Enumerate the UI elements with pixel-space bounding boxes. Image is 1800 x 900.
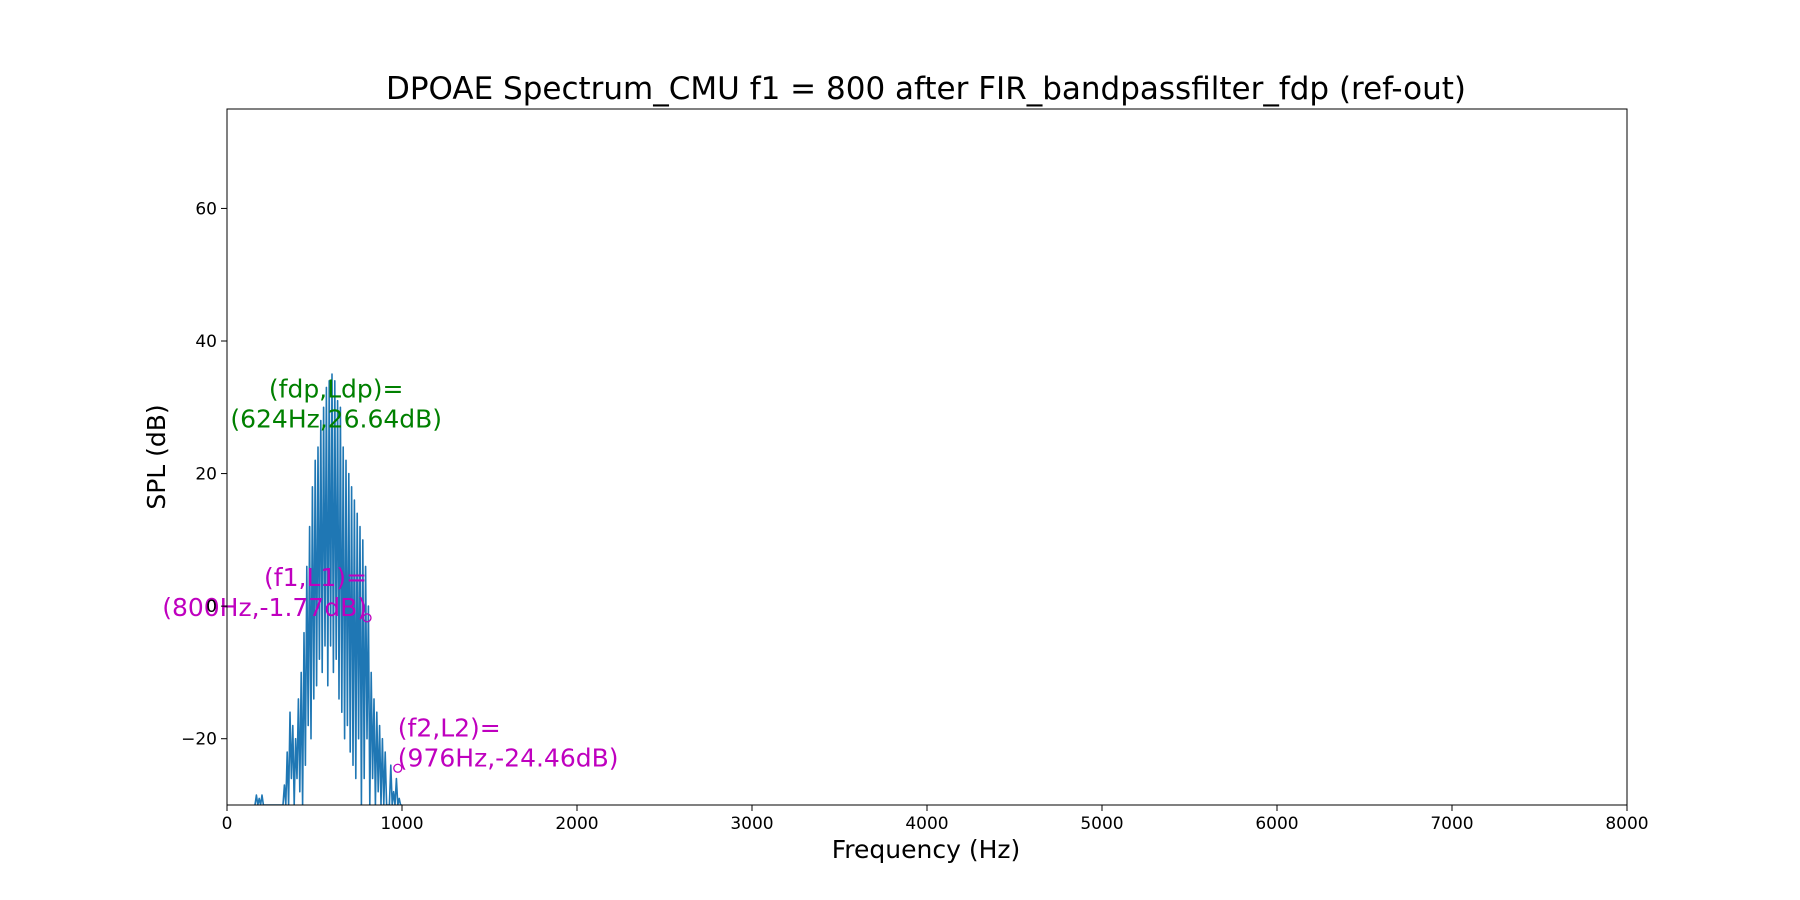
y-tick-label: 0 (206, 597, 217, 617)
x-tick-label: 4000 (905, 814, 948, 834)
spectrum-series-line (254, 373, 402, 805)
plot-frame (226, 108, 1628, 806)
annotation-label-line1: (f2,L2)= (398, 713, 501, 742)
annotation-labels: (fdp,Ldp)=(624Hz,26.64dB) (f1,L1)=(800Hz,… (162, 375, 618, 773)
annotation-label-line2: (976Hz,-24.46dB) (398, 743, 619, 772)
y-tick-label: 40 (195, 332, 217, 352)
annotation-label-line2: (624Hz,26.64dB) (230, 405, 442, 434)
x-tick-label: 6000 (1255, 814, 1298, 834)
y-axis-label: SPL (dB) (142, 404, 171, 509)
x-axis-label: Frequency (Hz) (832, 835, 1021, 864)
annotation-label-line1: (f1,L1)= (264, 563, 367, 592)
plot-area (254, 373, 402, 805)
x-tick-label: 1000 (380, 814, 423, 834)
y-tick-label: −20 (181, 730, 217, 750)
annotation-marker (362, 613, 372, 623)
annotation-label-line2: (800Hz,-1.77dB) (162, 593, 367, 622)
x-tick-label: 0 (222, 814, 233, 834)
annotation-markers (362, 613, 403, 773)
annotation-marker (393, 763, 403, 773)
chart-title: DPOAE Spectrum_CMU f1 = 800 after FIR_ba… (386, 71, 1466, 107)
y-tick-label: 20 (195, 465, 217, 485)
annotation-label-line1: (fdp,Ldp)= (269, 375, 404, 404)
x-tick-label: 8000 (1605, 814, 1648, 834)
y-tick-label: 60 (195, 199, 217, 219)
x-tick-label: 7000 (1430, 814, 1473, 834)
axis-ticks: 0 1000 2000 3000 4000 5000 6000 7000 8000 −20 0 20 4… (181, 199, 1649, 834)
x-tick-label: 5000 (1080, 814, 1123, 834)
x-tick-label: 2000 (555, 814, 598, 834)
x-tick-label: 3000 (730, 814, 773, 834)
